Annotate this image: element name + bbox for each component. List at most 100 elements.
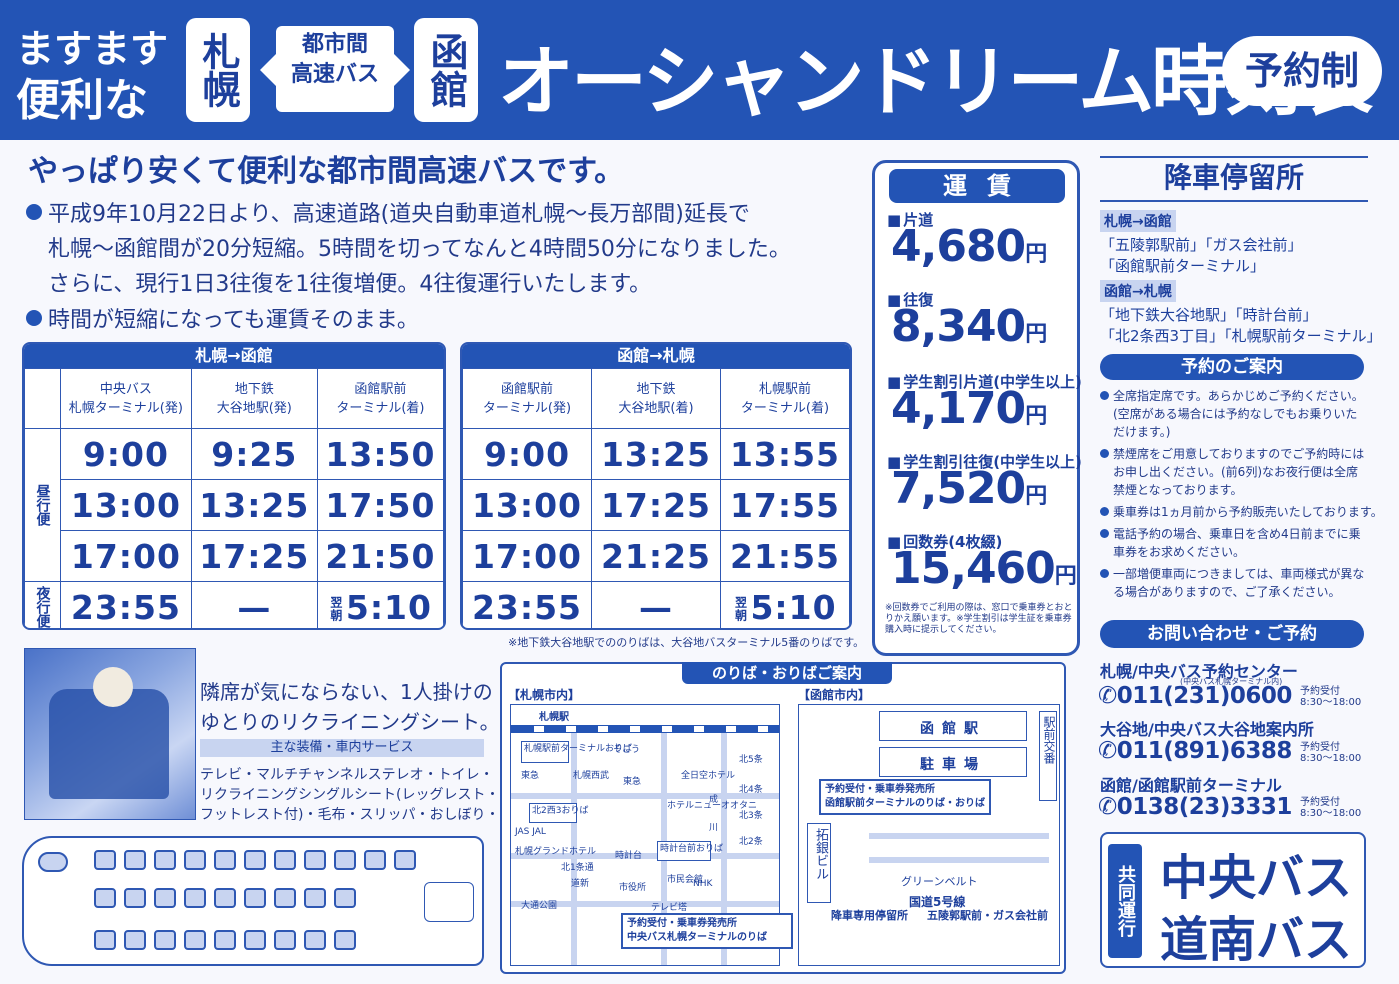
reservation-item: 禁煙席をご用意しておりますのでご予約時には <box>1100 446 1364 462</box>
fare-price: 4,680円 <box>891 221 1047 272</box>
map-place: 北2条 <box>739 837 763 847</box>
time-cell: 17:25 <box>591 479 721 531</box>
map-place: 東急 <box>521 771 540 781</box>
map-place: 時計台 <box>615 851 643 861</box>
reservation-item-cont: だけます。) <box>1113 425 1171 439</box>
map-place: グリーンベルト <box>901 875 978 888</box>
joint-operation-label: 共同運行 <box>1108 844 1142 958</box>
contact-phone[interactable]: ✆011(891)6388 <box>1098 738 1292 764</box>
fare-note: ※回数券でご利用の際は、窓口で乗車券とおとりかえ願います。※学生割引は学生証を乗… <box>885 603 1073 635</box>
col-header: 地下鉄 大谷地駅(発) <box>190 368 318 429</box>
reservation-item: 全席指定席です。あらかじめご予約ください。 <box>1100 388 1364 404</box>
time-cell: 21:25 <box>591 530 721 582</box>
map-place: 北2西3おりば <box>532 806 589 816</box>
route-tag: 札幌→函館 <box>1100 210 1176 232</box>
reservation-item-cont: 禁煙となっております。 <box>1113 483 1243 497</box>
stop-line: 「五陵郭駅前」「ガス会社前」 <box>1100 236 1303 254</box>
joint-operation-box: 共同運行 中央バス 道南バス <box>1100 832 1366 968</box>
map-place: JAS JAL <box>515 827 546 837</box>
map-place: 中央バス札幌ターミナルのりば <box>627 932 767 943</box>
route-tag: 函館→札幌 <box>1100 280 1176 302</box>
map-place: そごう <box>613 745 641 755</box>
amenity-line: リクライニングシングルシート(レッグレスト・ <box>200 787 500 803</box>
time-cell: 17:50 <box>316 479 444 531</box>
time-cell: 17:00 <box>60 530 192 582</box>
contact-phone[interactable]: ✆0138(23)3331 <box>1098 794 1292 820</box>
map-place: 五陵郭駅前・ガス会社前 <box>927 909 1048 922</box>
contact-sub: (中央バス札幌ターミナル内) <box>1180 677 1283 686</box>
map-place: 国道5号線 <box>909 895 966 909</box>
fare-label: 回数券(4枚綴) <box>887 531 1002 552</box>
time-cell: 21:50 <box>316 530 444 582</box>
map-place: 駐車場 <box>920 757 986 773</box>
phone-icon: ✆ <box>1098 738 1117 764</box>
contact-hours: 予約受付 8:30〜18:00 <box>1300 797 1362 819</box>
fare-price: 4,170円 <box>891 383 1047 434</box>
sapporo-map: 札幌駅 札幌駅前ターミナルおりば そごう 東急 札幌西武 東急 全日空ホテル 北… <box>510 704 793 966</box>
night-service-label: 夜行便 <box>24 581 61 628</box>
contact-name: 大谷地/中央バス大谷地案内所 <box>1100 720 1314 739</box>
bus-seat-layout <box>22 836 484 966</box>
intro-line-1: 平成9年10月22日より、高速道路(道央自動車道札幌〜長万部間)延長で <box>26 196 750 228</box>
time-cell: 翌朝5:10 <box>720 581 850 628</box>
contact-title: お問い合わせ・ご予約 <box>1100 620 1364 648</box>
reservation-item: 乗車券は1ヵ月前から予約販売いたしております。 <box>1100 504 1383 520</box>
fare-price: 8,340円 <box>891 301 1047 352</box>
toilet <box>424 882 474 922</box>
header-tagline-1: ますます <box>16 27 169 71</box>
col-header: 函館駅前 ターミナル(着) <box>316 368 444 429</box>
map-place: 予約受付・乗車券発売所 <box>627 918 737 929</box>
map-place: ホテルニューオオタニ <box>667 801 758 811</box>
reservation-item: 電話予約の場合、乗車日を含め4日前までに乗 <box>1100 526 1361 542</box>
intro-heading: やっぱり安くて便利な都市間高速バスです。 <box>28 154 625 189</box>
bullet-icon <box>26 204 42 220</box>
table-row: 9:00 13:25 13:55 <box>462 428 850 480</box>
station-label: 札幌駅 <box>539 712 569 723</box>
map-place: 全日空ホテル <box>681 771 736 781</box>
stop-line: 「函館駅前ターミナル」 <box>1100 257 1266 275</box>
time-cell: 17:55 <box>720 479 850 531</box>
time-cell: — <box>190 581 318 628</box>
table-row: 13:00 17:25 17:55 <box>462 479 850 531</box>
hakodate-map-label: 【函館市内】 <box>798 688 871 702</box>
sapporo-map-label: 【札幌市内】 <box>508 688 581 702</box>
arrow-right-icon <box>392 52 410 88</box>
route-type-2: 高速バス <box>290 62 379 87</box>
time-cell: 23:55 <box>462 581 592 628</box>
table-row: 17:00 21:25 21:55 <box>462 530 850 582</box>
reservation-badge: 予約制 <box>1222 36 1382 106</box>
contact-hours: 予約受付 8:30〜18:00 <box>1300 742 1362 764</box>
route-type-1: 都市間 <box>301 32 368 57</box>
driver-seat <box>38 852 68 872</box>
reservation-title: 予約のご案内 <box>1100 354 1364 380</box>
day-service-label: 昼行便 <box>24 428 61 582</box>
arrow-left-icon <box>260 52 278 88</box>
time-cell: 13:00 <box>60 479 192 531</box>
timetable-title: 札幌→函館 <box>24 344 444 368</box>
map-place: 川 <box>709 823 719 833</box>
intro-line-2: 札幌〜函館間が20分短縮。5時間を切ってなんと4時間50分になりました。 <box>48 237 791 262</box>
contact-phone[interactable]: ✆011(231)0600 <box>1098 683 1292 709</box>
map-place: 道新 <box>571 879 590 889</box>
col-header: 札幌駅前 ターミナル(着) <box>720 368 850 429</box>
map-place: 北4条 <box>739 785 763 795</box>
map-place: 北1条通 <box>561 863 594 873</box>
phone-icon: ✆ <box>1098 683 1117 709</box>
fare-price: 7,520円 <box>891 463 1047 514</box>
time-cell: 21:55 <box>720 530 850 582</box>
phone-icon: ✆ <box>1098 794 1117 820</box>
time-cell: 17:00 <box>462 530 592 582</box>
next-morning-label: 翌朝 <box>733 596 748 622</box>
map-place: 札幌グランドホテル <box>515 847 597 857</box>
contact-hours: 予約受付 8:30〜18:00 <box>1300 686 1362 708</box>
map-place: 市民会館 <box>667 875 704 885</box>
intro-line-3: さらに、現行1日3往復を1往復増便。4往復運行いたします。 <box>48 272 652 297</box>
time-cell: 13:50 <box>316 428 444 480</box>
table-row: 夜行便 23:55 — 翌朝5:10 <box>24 581 444 628</box>
fares-panel: 運賃 片道 4,680円 往復 8,340円 学生割引片道(中学生以上) 4,1… <box>872 160 1082 656</box>
col-header: 函館駅前 ターミナル(発) <box>462 368 592 429</box>
intro-line-4: 時間が短縮になっても運賃そのまま。 <box>26 302 419 334</box>
time-cell: 13:25 <box>190 479 318 531</box>
time-cell: 翌朝5:10 <box>316 581 444 628</box>
stops-title: 降車停留所 <box>1163 161 1304 194</box>
